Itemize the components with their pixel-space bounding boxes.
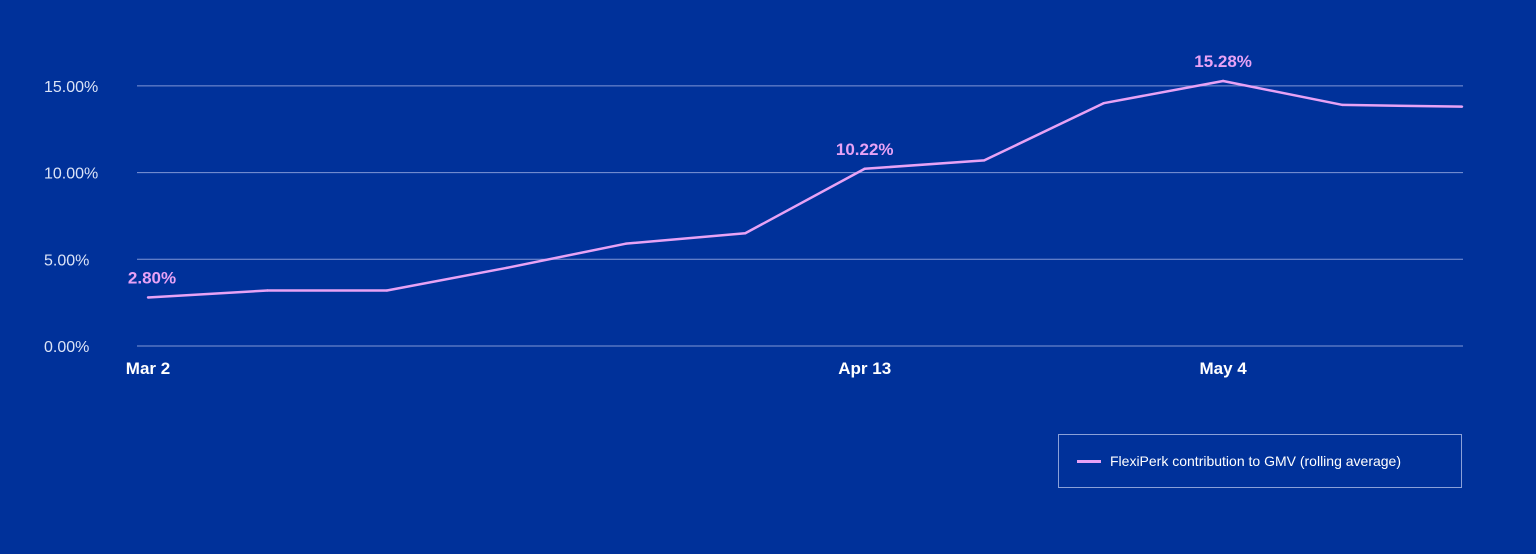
data-point: [385, 289, 389, 292]
x-tick-label: Apr 13: [838, 359, 891, 378]
x-axis-ticks: Mar 2 Apr 13 May 4: [126, 359, 1247, 378]
data-point: [624, 242, 628, 245]
series-layer: [146, 79, 1464, 299]
gridlines: [137, 85, 1463, 347]
data-point: [1341, 103, 1344, 107]
data-point: [505, 266, 508, 270]
legend-swatch: [1077, 459, 1101, 463]
series-line: [147, 79, 1463, 299]
y-axis-ticks: 0.00% 5.00% 10.00% 15.00%: [44, 79, 98, 356]
data-point: [982, 159, 986, 162]
data-point: [1102, 101, 1105, 105]
data-point: [863, 167, 866, 170]
x-tick-label: Mar 2: [126, 359, 170, 378]
y-tick-label: 0.00%: [44, 339, 89, 356]
data-point: [744, 232, 747, 235]
data-point: [266, 289, 269, 292]
legend: FlexiPerk contribution to GMV (rolling a…: [1058, 434, 1462, 488]
y-tick-label: 15.00%: [44, 79, 98, 96]
data-label: 2.80%: [128, 268, 176, 287]
data-label: 10.22%: [836, 140, 894, 159]
data-point: [1221, 79, 1225, 83]
data-label: 15.28%: [1194, 52, 1252, 71]
y-tick-label: 5.00%: [44, 252, 89, 269]
y-tick-label: 10.00%: [44, 166, 98, 183]
data-point: [1460, 105, 1464, 108]
data-point: [146, 296, 150, 299]
x-tick-label: May 4: [1199, 359, 1247, 378]
legend-label: FlexiPerk contribution to GMV (rolling a…: [1110, 453, 1402, 469]
data-labels: 2.80% 10.22% 15.28%: [128, 52, 1252, 287]
